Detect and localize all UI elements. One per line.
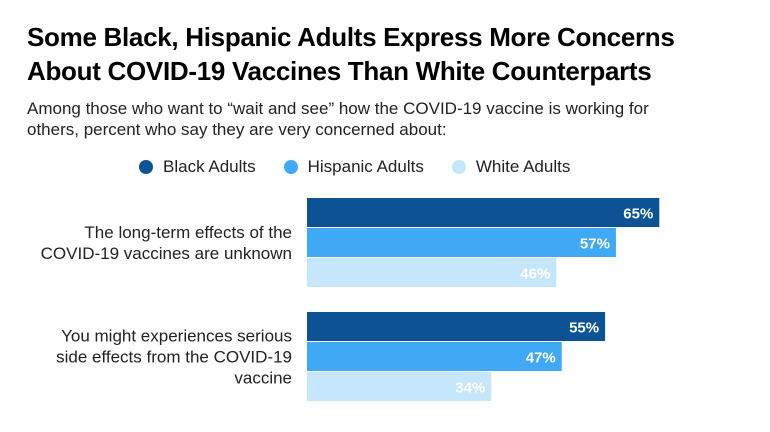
category-label-1-line-2: vaccine	[234, 369, 292, 388]
chart-legend: Black Adults Hispanic Adults White Adult…	[139, 155, 598, 179]
bar-black-adults-cat-1	[307, 312, 606, 341]
category-label-1-line-1: side effects from the COVID-19	[56, 348, 292, 367]
chart-subtitle: Among those who want to “wait and see” h…	[27, 98, 757, 140]
legend-swatch-hispanic-adults	[283, 160, 298, 174]
bar-white-adults-cat-0	[307, 258, 557, 287]
chart-title: Some Black, Hispanic Adults Express More…	[27, 20, 757, 88]
category-label-0-line-0: The long-term effects of the	[84, 223, 292, 242]
bar-value-label-hispanic-adults-cat-1: 47%	[526, 350, 556, 367]
bar-value-label-white-adults-cat-0: 46%	[520, 266, 550, 283]
bar-value-label-black-adults-cat-0: 65%	[623, 206, 653, 223]
category-label-0-line-1: COVID-19 vaccines are unknown	[41, 244, 292, 263]
bar-value-label-hispanic-adults-cat-0: 57%	[580, 236, 610, 253]
chart-subtitle-line-1: Among those who want to “wait and see” h…	[27, 99, 649, 118]
legend-label-hispanic-adults: Hispanic Adults	[307, 157, 424, 176]
legend-swatch-black-adults	[139, 160, 153, 174]
legend-item-black-adults: Black Adults	[139, 157, 256, 177]
legend-label-white-adults: White Adults	[475, 157, 571, 176]
bar-white-adults-cat-1	[307, 372, 492, 401]
legend-label-black-adults: Black Adults	[163, 157, 256, 176]
bar-value-label-black-adults-cat-1: 55%	[569, 320, 599, 337]
bar-black-adults-cat-0	[307, 198, 660, 227]
chart-title-line-2: About COVID-19 Vaccines Than White Count…	[27, 56, 652, 86]
bar-value-label-white-adults-cat-1: 34%	[455, 380, 485, 397]
legend-swatch-white-adults	[451, 160, 466, 174]
legend-item-hispanic-adults: Hispanic Adults	[283, 157, 424, 177]
legend-item-white-adults: White Adults	[451, 157, 571, 177]
chart-title-line-1: Some Black, Hispanic Adults Express More…	[27, 22, 675, 52]
bar-hispanic-adults-cat-0	[307, 228, 616, 257]
category-label-1-line-0: You might experiences serious	[61, 327, 292, 346]
bar-hispanic-adults-cat-1	[307, 342, 562, 371]
chart-subtitle-line-2: others, percent who say they are very co…	[27, 120, 447, 139]
